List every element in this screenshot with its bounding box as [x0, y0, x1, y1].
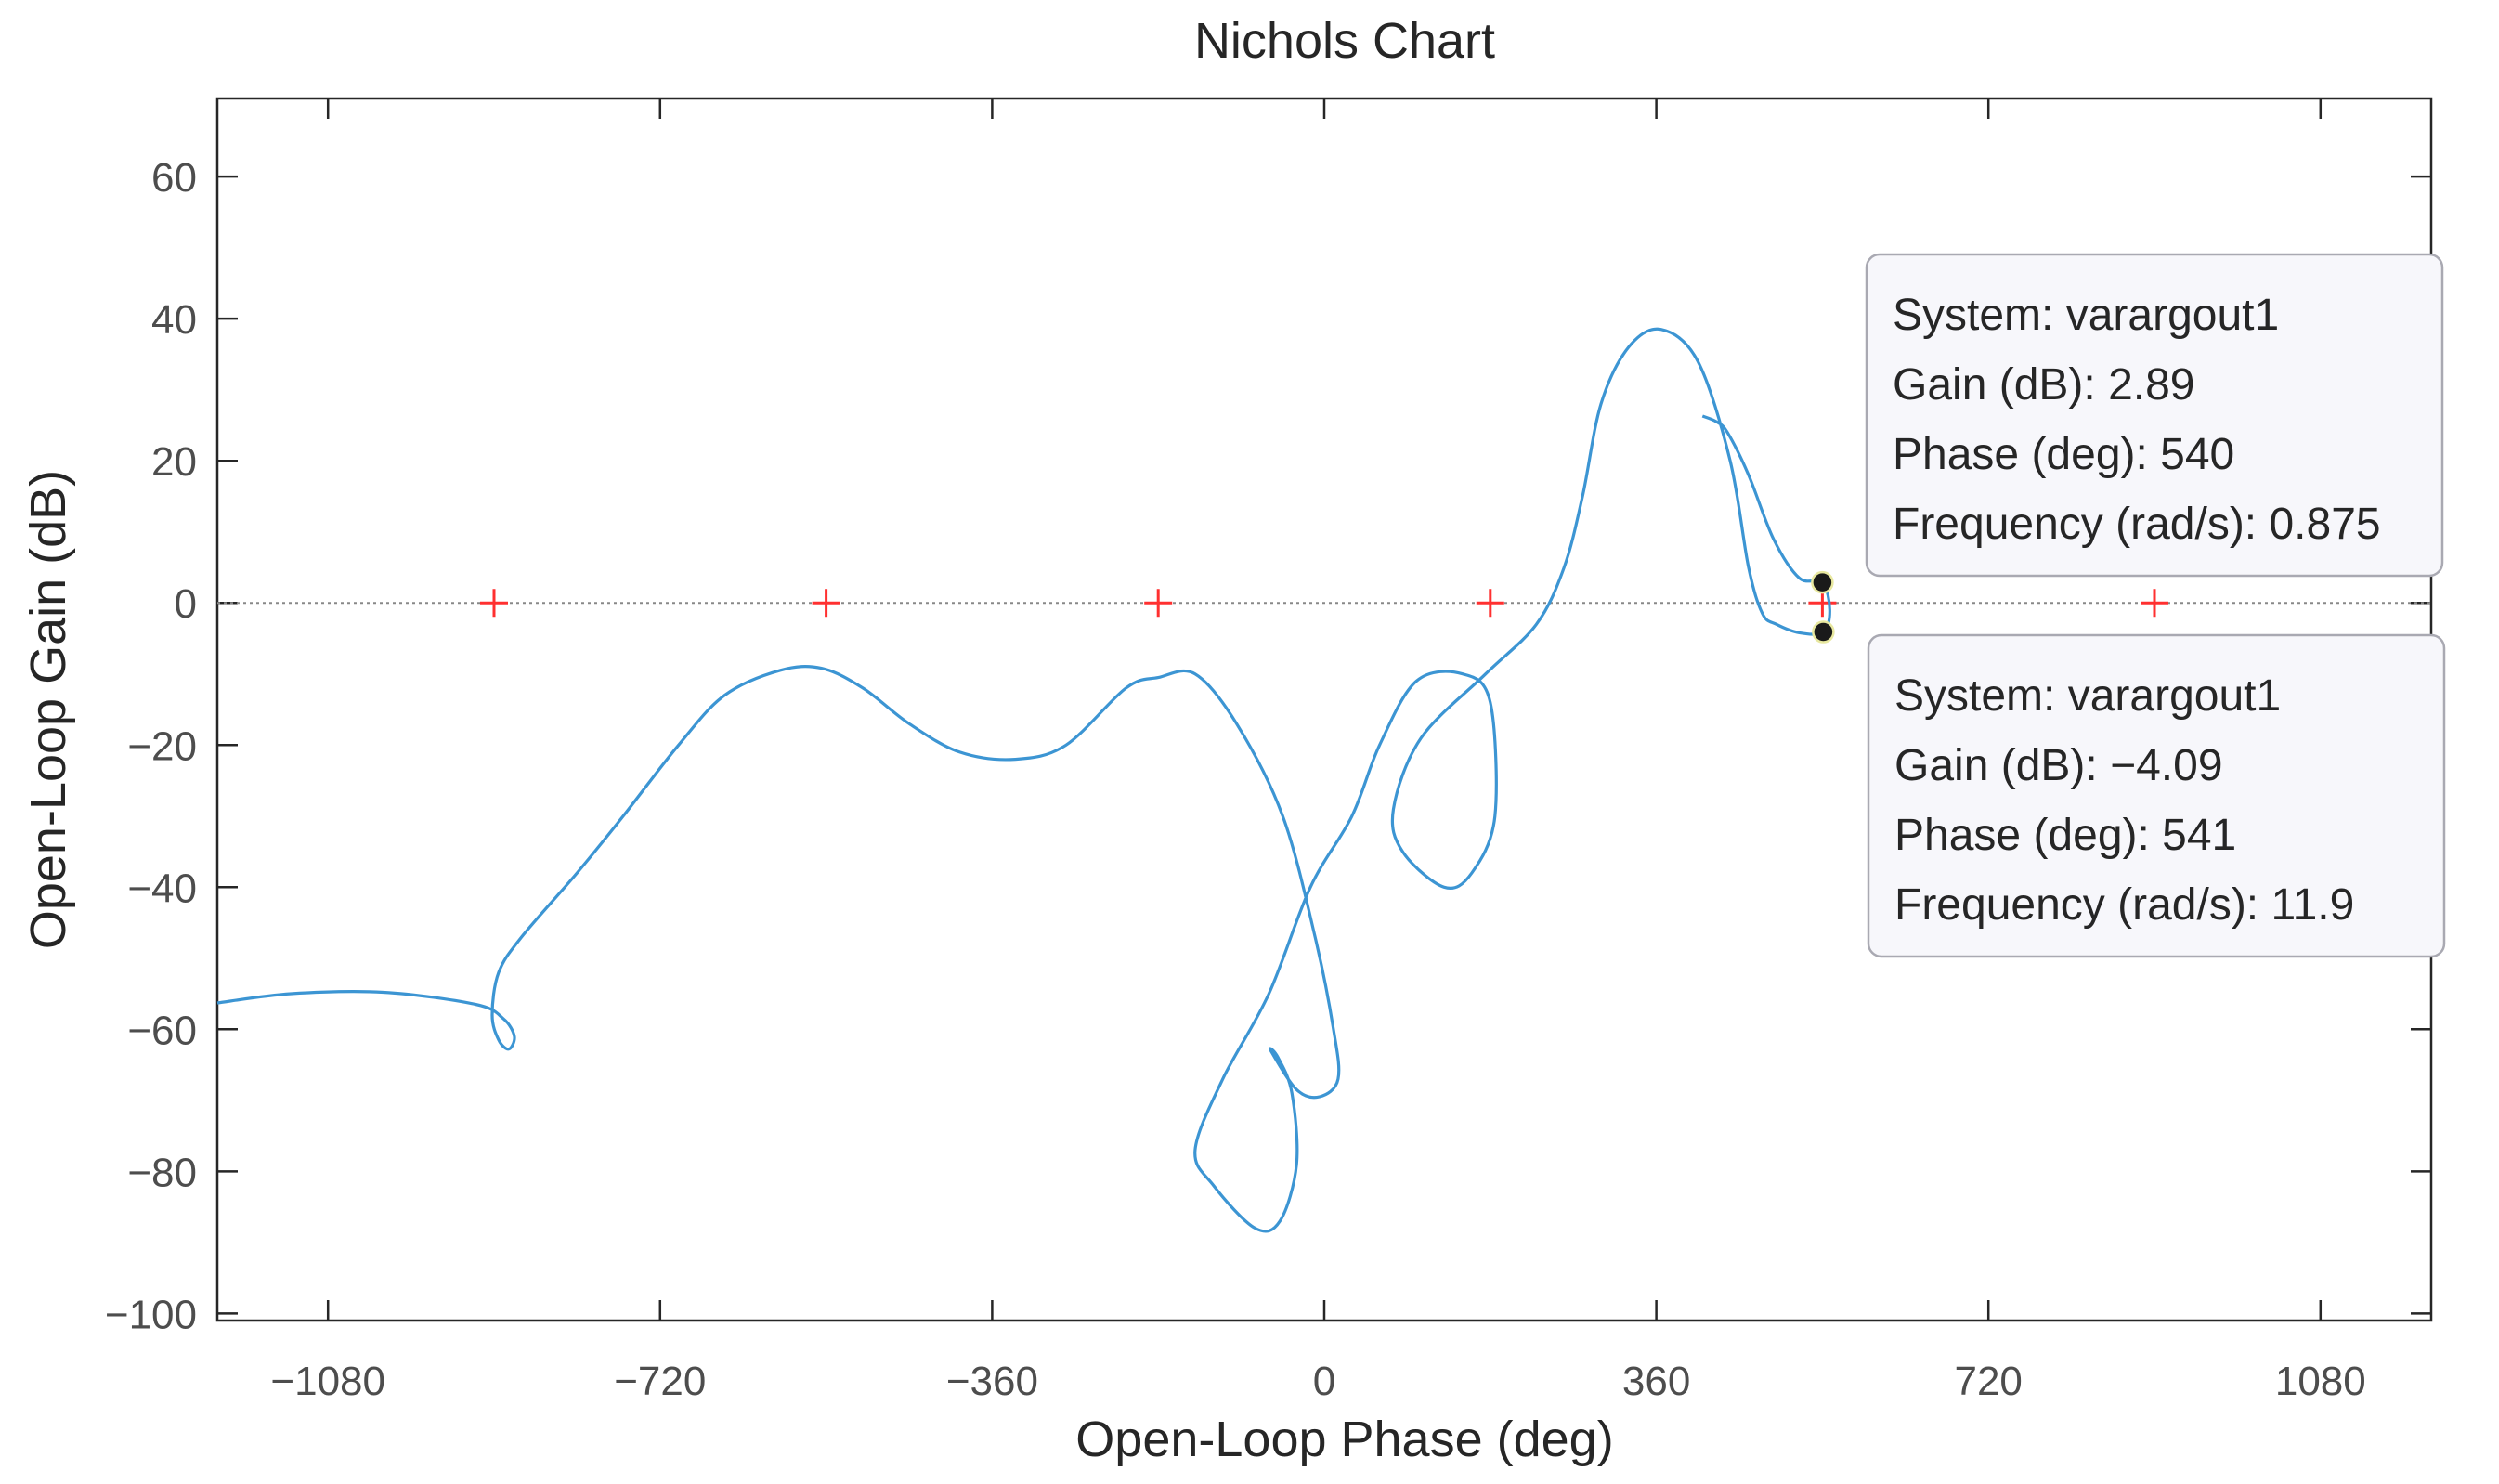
datatip-lower-line-1: System: varargout1: [1894, 671, 2281, 721]
critical-point-marker: [1476, 589, 1504, 618]
x-tick-label: −720: [614, 1359, 706, 1404]
y-tick-label: −80: [127, 1150, 197, 1195]
x-tick-label: 360: [1622, 1359, 1690, 1404]
datatip-upper-box: [1865, 253, 2444, 578]
critical-points: [480, 589, 2168, 618]
x-tick-label: −1080: [270, 1359, 385, 1404]
datatip-lower-box: [1867, 633, 2446, 958]
y-tick-label: 40: [151, 297, 197, 343]
datatip-markers: [1811, 570, 1835, 644]
datatip-upper-line-2: Gain (dB): 2.89: [1893, 360, 2195, 410]
x-axis-label: Open-Loop Phase (deg): [1075, 1412, 1613, 1467]
y-axis-ticks: −100 −80 −60 −40 −20 0 20 40 60: [105, 155, 2431, 1337]
datatip-lower-line-2: Gain (dB): −4.09: [1894, 741, 2223, 790]
datatip-upper[interactable]: System: varargout1 Gain (dB): 2.89 Phase…: [1865, 253, 2444, 578]
datatip-lower[interactable]: System: varargout1 Gain (dB): −4.09 Phas…: [1867, 633, 2446, 958]
chart-title: Nichols Chart: [1194, 13, 1495, 69]
y-axis-label: Open-Loop Gain (dB): [20, 470, 76, 949]
x-tick-label: 1080: [2275, 1359, 2366, 1404]
y-tick-label: 0: [175, 581, 197, 627]
x-tick-label: 720: [1954, 1359, 2022, 1404]
y-tick-label: −20: [127, 723, 197, 769]
critical-point-marker: [2141, 589, 2168, 618]
y-tick-label: −100: [105, 1292, 197, 1337]
critical-point-marker: [812, 589, 840, 618]
datatip-marker[interactable]: [1812, 620, 1835, 644]
datatip-marker[interactable]: [1811, 570, 1834, 594]
datatip-lower-line-4: Frequency (rad/s): 11.9: [1894, 880, 2354, 930]
x-tick-label: −360: [946, 1359, 1038, 1404]
datatip-upper-line-1: System: varargout1: [1893, 291, 2279, 340]
y-tick-label: 60: [151, 155, 197, 201]
x-tick-label: 0: [1313, 1359, 1335, 1404]
datatip-lower-line-3: Phase (deg): 541: [1894, 811, 2236, 860]
datatip-upper-line-4: Frequency (rad/s): 0.875: [1893, 500, 2381, 549]
datatip-upper-line-3: Phase (deg): 540: [1893, 430, 2234, 479]
y-tick-label: −40: [127, 866, 197, 911]
y-tick-label: 20: [151, 439, 197, 485]
nichols-curve: [216, 327, 1831, 1233]
critical-point-marker: [1144, 589, 1173, 618]
y-tick-label: −60: [127, 1008, 197, 1053]
x-axis-ticks: −1080 −720 −360 0 360 720 1080: [270, 98, 2366, 1404]
critical-point-marker: [480, 589, 508, 618]
